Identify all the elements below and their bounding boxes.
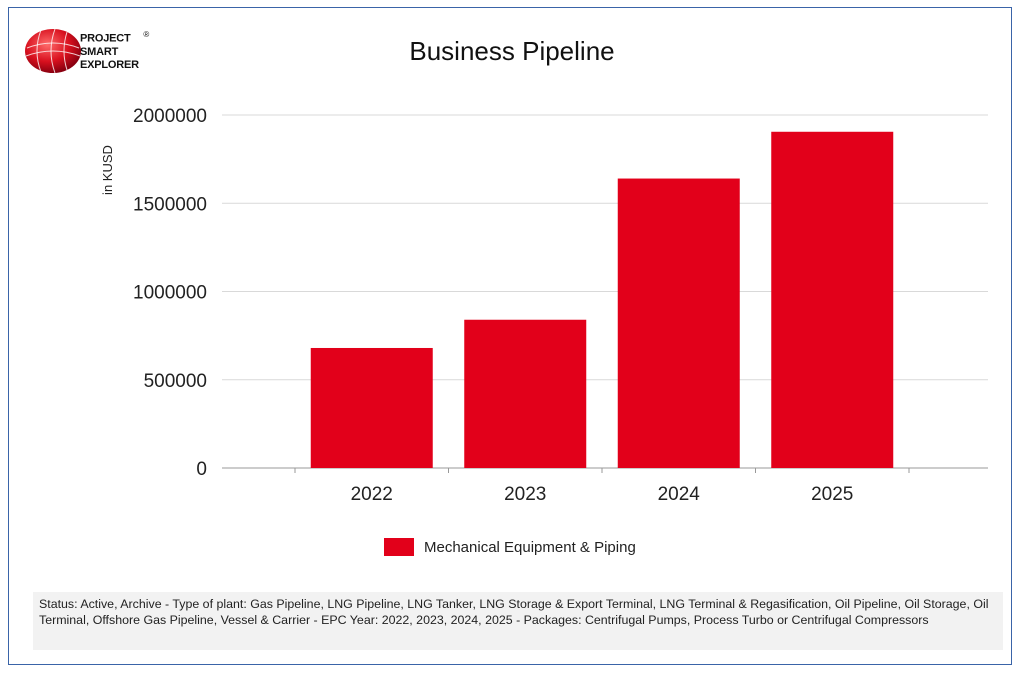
x-tick-label: 2022 [351,484,393,505]
legend: Mechanical Equipment & Piping [384,537,636,557]
bar [617,178,740,469]
x-tick-label: 2024 [658,484,701,505]
globe-icon [25,28,81,74]
legend-label: Mechanical Equipment & Piping [424,538,636,556]
legend-swatch [384,538,414,556]
y-tick-label: 2000000 [133,106,207,127]
logo-text: PROJECT ® SMART EXPLORER [80,30,150,71]
project-smart-explorer-logo [23,24,153,76]
x-tick-label: 2025 [811,484,853,505]
chart-title: Business Pipeline [409,36,615,66]
filter-footnote: Status: Active, Archive - Type of plant:… [33,592,1003,650]
y-tick-label: 1000000 [133,283,207,304]
bar [464,319,587,468]
y-tick-label: 1500000 [133,194,207,215]
bar [771,131,894,468]
x-tick-label: 2023 [504,484,546,505]
y-tick-label: 500000 [144,371,207,392]
bar [310,347,433,468]
y-tick-label: 0 [196,459,207,480]
